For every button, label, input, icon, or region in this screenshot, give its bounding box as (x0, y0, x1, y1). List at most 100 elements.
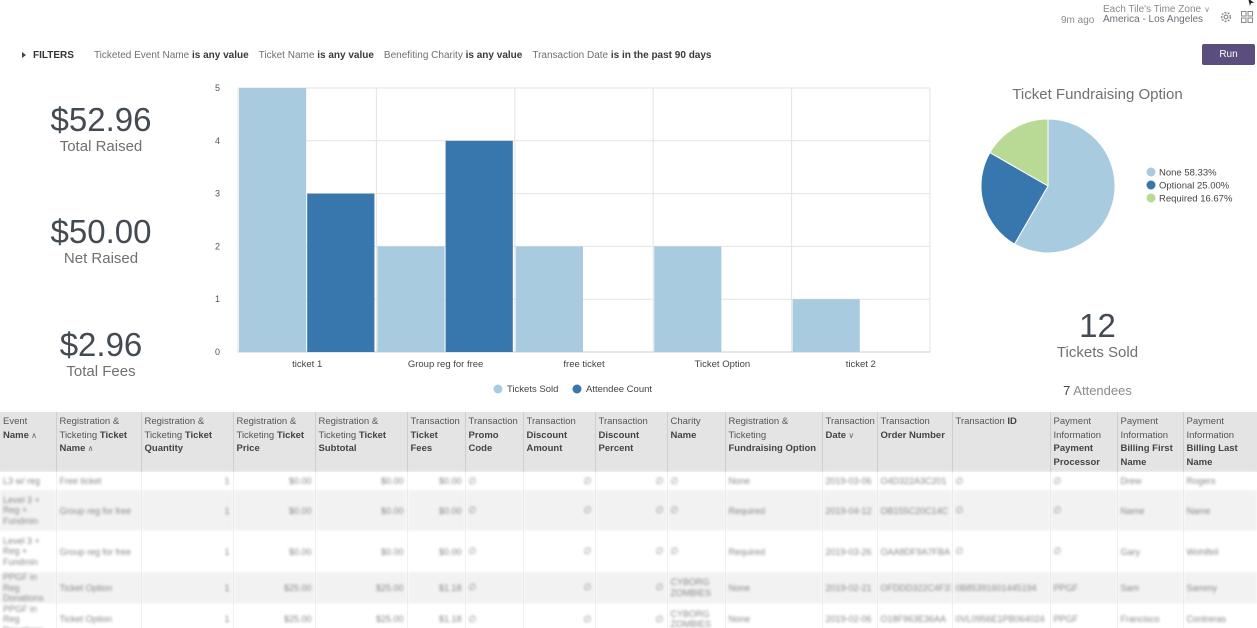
filters-toggle[interactable]: FILTERS (22, 50, 74, 61)
kpi-attendees: 7 Attendees (1040, 383, 1155, 398)
bar-tickets-sold[interactable] (792, 299, 860, 352)
table-cell: PPGF (1050, 572, 1118, 604)
column-header[interactable]: Transaction Ticket Fees (407, 412, 466, 472)
table-cell: Level 3 + Reg + Fundmin (0, 531, 57, 572)
bar-tickets-sold[interactable] (239, 88, 307, 352)
legend-label[interactable]: Required 16.67% (1159, 194, 1233, 205)
fundraising-pie-chart: None 58.33% Optional 25.00% Required 16.67… (980, 118, 1233, 254)
legend-label[interactable]: Optional 25.00% (1159, 181, 1230, 192)
filter-field: Ticketed Event Name (93, 49, 190, 61)
table-cell: Sam (1117, 572, 1184, 604)
run-button[interactable]: Run (1202, 44, 1255, 65)
column-header[interactable]: Transaction Discount Percent (595, 412, 668, 472)
table-cell: Contreras (1183, 603, 1257, 628)
filter-transaction-date[interactable]: Transaction Date is in the past 90 days (532, 50, 711, 61)
column-header[interactable]: Event Name ∧ (0, 412, 57, 472)
column-header[interactable]: Payment Information Payment Processor (1050, 412, 1118, 472)
table-cell: $0.00 (315, 531, 408, 572)
column-header[interactable]: Payment Information Billing Last Name (1183, 412, 1257, 472)
filter-condition: is any value (191, 49, 249, 61)
table-cell: ∅ (667, 490, 726, 531)
filter-event-name[interactable]: Ticketed Event Name is any value (94, 50, 249, 61)
bar-attendee-count[interactable] (445, 140, 513, 352)
table-cell: ∅ (465, 472, 524, 490)
column-header[interactable]: Registration & Ticketing Ticket Name ∧ (56, 412, 142, 472)
bar-attendee-count[interactable] (307, 193, 375, 352)
table-row[interactable]: Level 3 + Reg + Fundmin Group reg for fre… (0, 531, 1257, 572)
kpi-label: Tickets Sold (1056, 344, 1139, 361)
pie-slice-optional[interactable] (980, 151, 1049, 245)
column-header-group: Registration & Ticketing (318, 416, 379, 441)
column-header[interactable]: Transaction Order Number (877, 412, 953, 472)
sort-asc-icon[interactable]: ∧ (85, 444, 94, 453)
y-tick-label: 3 (215, 189, 220, 199)
table-cell: PPGF in Reg Donations (0, 572, 57, 604)
table-cell: ∅ (952, 531, 1051, 572)
column-header[interactable]: Payment Information Billing First Name (1117, 412, 1184, 472)
table-row[interactable]: Level 3 + Reg + Fundmin Group reg for fre… (0, 490, 1257, 531)
kpi-label: Total Fees (66, 363, 136, 380)
grid-icon[interactable] (1241, 11, 1253, 23)
bar-tickets-sold[interactable] (654, 246, 722, 352)
column-header[interactable]: Transaction Discount Amount (523, 412, 596, 472)
gear-icon[interactable] (1219, 10, 1233, 24)
mouse-cursor-icon (1248, 0, 1254, 6)
table-cell: ∅ (667, 472, 726, 490)
table-cell: Ticket Option (56, 572, 142, 604)
x-tick-label: Ticket Option (695, 359, 751, 370)
table-cell: Ticket Option (56, 603, 142, 628)
table-cell: $0.00 (233, 490, 316, 531)
bar-tickets-sold[interactable] (515, 246, 583, 352)
column-header-group: Transaction (526, 416, 576, 427)
sort-desc-icon[interactable]: ∨ (846, 430, 855, 440)
column-header[interactable]: Transaction ID (952, 412, 1051, 472)
y-tick-label: 0 (215, 347, 220, 357)
legend-swatch (493, 384, 503, 394)
sort-asc-icon[interactable]: ∧ (28, 430, 37, 440)
column-header[interactable]: Charity Name (667, 412, 726, 472)
legend-swatch (1146, 193, 1156, 203)
filter-ticket-name[interactable]: Ticket Name is any value (259, 50, 374, 61)
table-cell: ∅ (952, 472, 1051, 490)
table-cell: Required (725, 490, 823, 531)
table-cell: $25.00 (233, 572, 316, 604)
legend-label[interactable]: None 58.33% (1159, 168, 1217, 179)
filter-condition: is in the past 90 days (610, 49, 712, 61)
pie-slice-required[interactable] (989, 118, 1049, 187)
pie-slice-none[interactable] (1013, 118, 1116, 254)
column-header-field: Ticket Fees (410, 429, 438, 455)
column-header-field: Billing Last Name (1186, 443, 1238, 468)
kpi-total-raised: $52.96 Total Raised (0, 102, 202, 156)
bar-tickets-sold[interactable] (377, 246, 445, 352)
table-cell: ∅ (523, 603, 596, 628)
table-cell: $25.00 (233, 603, 316, 628)
y-tick-label: 5 (215, 83, 220, 93)
legend-label[interactable]: Tickets Sold (507, 384, 558, 395)
table-cell: 1 (141, 490, 234, 531)
kpi-net-raised: $50.00 Net Raised (0, 214, 202, 268)
filter-charity[interactable]: Benefiting Charity is any value (384, 50, 522, 61)
table-cell: CYBORG ZOMBIES (667, 572, 726, 604)
column-header[interactable]: Registration & Ticketing Ticket Quantity (141, 412, 234, 472)
timezone-selector[interactable]: Each Tile's Time Zone ∨ America - Los Ang… (1103, 5, 1210, 25)
last-run-text: 9m ago (1061, 15, 1095, 26)
column-header-field: Name (670, 429, 697, 441)
column-header-group: Event (3, 416, 28, 427)
table-cell: Level 3 + Reg + Fundmin (0, 490, 57, 531)
table-cell: O4D322A3C201 (877, 472, 953, 490)
legend-label[interactable]: Attendee Count (586, 384, 652, 395)
table-cell: Rogers (1183, 472, 1257, 490)
table-row[interactable]: L3 w/ reg Free ticket 1 $0.00 $0.00 $0.00 ∅ ∅ ∅ ∅… (0, 472, 1257, 490)
column-header[interactable]: Transaction Promo Code (465, 412, 524, 472)
column-header[interactable]: Transaction Date ∨ (822, 412, 878, 472)
column-header-field: Payment Processor (1053, 443, 1100, 468)
column-header[interactable]: Registration & Ticketing Ticket Subtotal (315, 412, 408, 472)
table-cell: 2019-03-26 (822, 531, 878, 572)
column-header-group: Registration & Ticketing (728, 416, 789, 441)
column-header[interactable]: Registration & Ticketing Fundraising Opt… (725, 412, 823, 472)
table-cell: ∅ (465, 490, 524, 531)
column-header[interactable]: Registration & Ticketing Ticket Price (233, 412, 316, 472)
kpi-label: Net Raised (63, 250, 139, 267)
